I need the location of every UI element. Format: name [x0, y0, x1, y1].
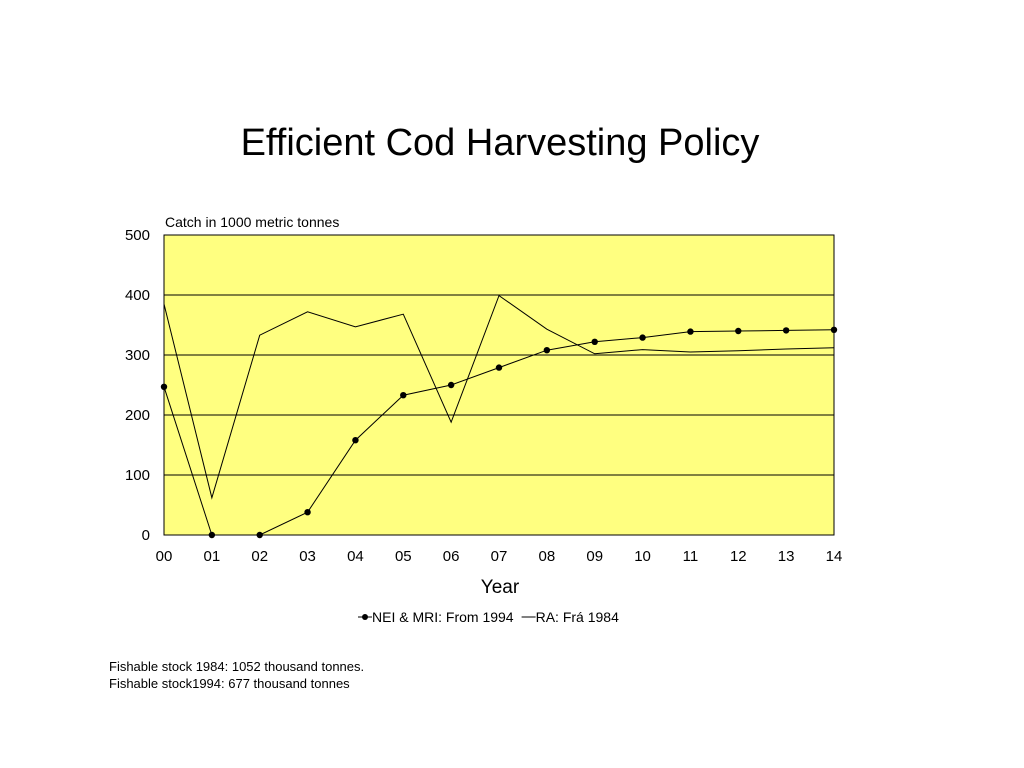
series-line-2	[163, 294, 835, 500]
data-point-s1-09	[591, 338, 598, 345]
x-tick-label-07: 07	[491, 548, 508, 565]
x-tick-label-14: 14	[826, 548, 843, 565]
x-tick-label-09: 09	[586, 548, 603, 565]
stock-notes: Fishable stock 1984: 1052 thousand tonne…	[109, 658, 364, 692]
data-point-s1-02	[256, 531, 263, 539]
data-point-s1-10	[639, 334, 646, 341]
x-tick-label-10: 10	[634, 548, 651, 565]
y-tick-label-0: 0	[142, 527, 150, 544]
data-point-s1-14	[830, 326, 838, 333]
x-tick-label-04: 04	[347, 548, 364, 565]
data-point-s1-06	[447, 381, 455, 389]
y-tick-label-300: 300	[125, 347, 150, 364]
note-line-1984: Fishable stock 1984: 1052 thousand tonne…	[109, 659, 365, 674]
x-tick-label-13: 13	[778, 548, 795, 565]
x-tick-label-06: 06	[443, 548, 460, 565]
chart-title: Efficient Cod Harvesting Policy	[240, 122, 760, 164]
legend-marker-1	[362, 614, 368, 620]
y-axis-label: Catch in 1000 metric tonnes	[165, 214, 339, 230]
data-point-s1-12	[735, 327, 742, 335]
data-point-s1-03	[304, 509, 311, 516]
legend-label-2: RA: Frá 1984	[536, 609, 619, 625]
x-tick-label-03: 03	[299, 548, 316, 565]
y-tick-label-100: 100	[125, 467, 150, 484]
x-axis-label: Year	[481, 577, 520, 598]
x-tick-label-01: 01	[204, 548, 221, 565]
x-tick-label-05: 05	[395, 548, 412, 565]
y-tick-label-200: 200	[125, 407, 150, 424]
x-tick-label-11: 11	[683, 548, 699, 565]
x-tick-label-00: 00	[156, 548, 173, 565]
x-tick-label-12: 12	[730, 548, 747, 565]
data-point-s1-13	[782, 327, 790, 334]
legend-label-1: NEI & MRI: From 1994	[372, 609, 514, 625]
data-point-s1-07	[495, 364, 503, 371]
data-point-s1-11	[687, 328, 694, 335]
x-tick-label-08: 08	[539, 548, 556, 565]
data-point-s1-05	[400, 392, 407, 399]
note-line-1994: Fishable stock1994: 677 thousand tonnes	[109, 676, 350, 691]
y-tick-label-500: 500	[125, 227, 150, 244]
data-point-s1-00	[160, 383, 168, 390]
y-tick-label-400: 400	[125, 287, 150, 304]
x-tick-label-02: 02	[251, 548, 268, 565]
data-point-s1-08	[543, 347, 551, 354]
data-point-s1-01	[208, 531, 216, 539]
data-point-s1-04	[352, 437, 359, 444]
plot-area	[163, 234, 835, 536]
